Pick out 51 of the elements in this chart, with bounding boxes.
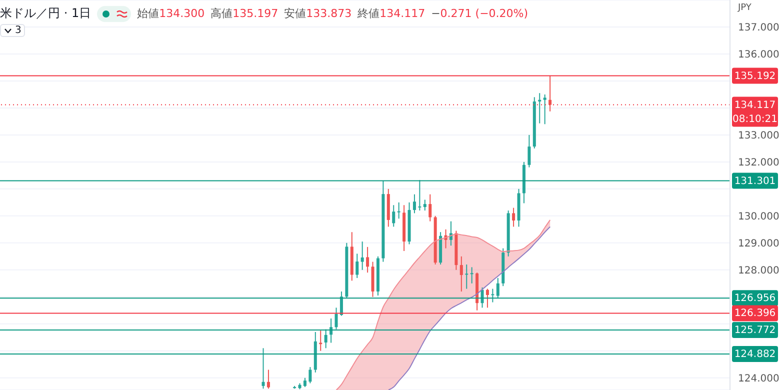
candlestick xyxy=(538,92,542,124)
ref-line-label: 126.956 xyxy=(734,293,776,304)
candlestick xyxy=(460,256,463,292)
candlestick xyxy=(397,202,400,220)
ref-line-label: 124.882 xyxy=(734,349,776,360)
y-tick-label: 124.000 xyxy=(738,373,780,384)
candlestick xyxy=(334,307,338,330)
candlestick xyxy=(262,348,265,390)
candlestick xyxy=(512,207,516,228)
candlestick xyxy=(528,134,531,168)
y-tick-label: 128.000 xyxy=(738,265,780,276)
candlestick xyxy=(423,199,426,212)
y-axis-title: JPY xyxy=(738,3,752,13)
ref-line-label: 134.117 08:10:21 xyxy=(732,100,778,125)
ref-line-label: 135.192 xyxy=(734,70,776,82)
annotation: 安値133.873 xyxy=(284,7,352,20)
candlestick xyxy=(340,290,343,316)
y-tick-label: 137.000 xyxy=(738,22,780,34)
candlestick xyxy=(470,266,474,284)
candlestick xyxy=(356,253,359,278)
text: 米ドル／円 · 1日 xyxy=(0,5,92,22)
candlestick xyxy=(418,180,422,212)
candlestick xyxy=(412,194,416,214)
candlestick xyxy=(392,204,396,228)
annotation: 高値135.197 xyxy=(210,7,278,20)
candlestick xyxy=(308,366,312,384)
candlestick xyxy=(496,277,500,299)
candlestick xyxy=(543,94,546,125)
y-tick-label: 130.000 xyxy=(738,211,780,222)
candlestick xyxy=(428,194,432,222)
annotation: 3 xyxy=(15,25,22,36)
candlestick xyxy=(491,288,494,303)
annotation: −0.271 (−0.20%) xyxy=(431,7,528,20)
y-tick-label: 129.000 xyxy=(738,238,780,250)
y-tick-label: 133.000 xyxy=(738,130,780,142)
y-tick-label: 136.000 xyxy=(738,50,780,61)
candlestick xyxy=(324,328,328,349)
candlestick xyxy=(548,75,552,112)
line-series xyxy=(388,226,551,390)
candlestick xyxy=(465,264,468,290)
ref-line-label: 125.772 xyxy=(734,325,776,336)
ref-line-label: 131.301 xyxy=(734,176,776,187)
y-tick-label: 132.000 xyxy=(738,157,780,168)
candlestick xyxy=(486,288,489,308)
candlestick xyxy=(266,369,270,390)
candlestick xyxy=(366,246,370,274)
ref-line-label: 126.396 xyxy=(734,308,776,320)
annotation: 始値134.300 xyxy=(137,7,205,20)
annotation: 終値134.117 xyxy=(358,7,426,20)
candlestick xyxy=(360,241,364,270)
candlestick xyxy=(303,377,306,388)
